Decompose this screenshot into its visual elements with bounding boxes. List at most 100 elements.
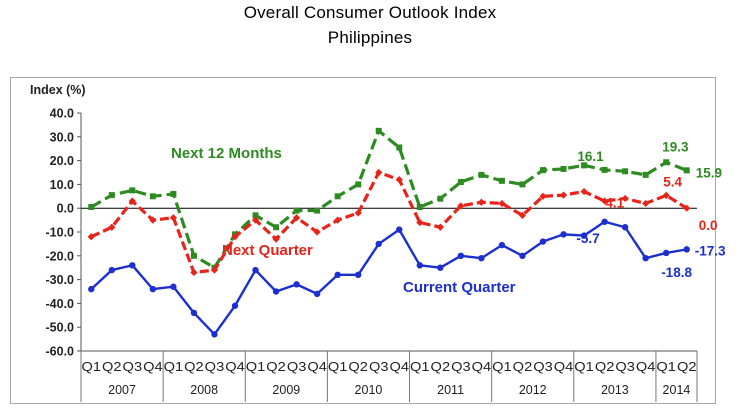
year-label: 2011 bbox=[437, 383, 464, 397]
data-point-current-quarter bbox=[313, 290, 321, 298]
quarter-tick-label: Q2 bbox=[184, 360, 204, 374]
year-label: 2014 bbox=[663, 383, 691, 397]
data-point-next-12-months bbox=[601, 166, 608, 173]
y-tick-label: -20.0 bbox=[46, 249, 75, 263]
data-point-next-quarter bbox=[293, 214, 301, 222]
data-point-current-quarter bbox=[334, 271, 341, 279]
y-tick-label: -50.0 bbox=[46, 321, 75, 335]
data-point-next-12-months bbox=[498, 177, 505, 184]
data-point-current-quarter bbox=[642, 254, 649, 262]
series-name-label: Next Quarter bbox=[222, 242, 313, 259]
data-point-current-quarter bbox=[272, 288, 280, 295]
quarter-tick-label: Q3 bbox=[451, 360, 471, 374]
data-point-current-quarter bbox=[560, 231, 567, 238]
data-point-next-quarter bbox=[128, 197, 136, 205]
data-point-next-quarter bbox=[354, 209, 362, 217]
quarter-tick-label: Q1 bbox=[328, 360, 348, 374]
data-point-current-quarter bbox=[190, 309, 198, 317]
series-name-label: Next 12 Months bbox=[171, 145, 282, 162]
data-point-current-quarter bbox=[293, 281, 300, 288]
quarter-tick-label: Q1 bbox=[82, 360, 102, 374]
quarter-tick-label: Q2 bbox=[431, 360, 451, 374]
y-tick-label: 20.0 bbox=[50, 154, 74, 168]
data-point-next-12-months bbox=[622, 168, 629, 175]
data-point-next-12-months bbox=[252, 212, 259, 219]
y-tick-label: 30.0 bbox=[50, 130, 74, 144]
data-point-current-quarter bbox=[683, 246, 690, 253]
data-point-current-quarter bbox=[375, 240, 382, 248]
year-label: 2012 bbox=[519, 383, 547, 397]
data-point-next-12-months bbox=[396, 144, 403, 151]
data-point-current-quarter bbox=[498, 241, 506, 249]
data-point-next-quarter bbox=[580, 187, 588, 196]
data-point-next-12-months bbox=[314, 207, 321, 214]
data-point-next-quarter bbox=[457, 202, 465, 210]
y-tick-label: -30.0 bbox=[46, 273, 75, 287]
data-point-next-quarter bbox=[108, 223, 116, 231]
quarter-tick-label: Q3 bbox=[533, 360, 553, 374]
data-point-current-quarter bbox=[478, 254, 485, 262]
y-tick-label: 40.0 bbox=[50, 107, 74, 121]
data-point-next-quarter bbox=[251, 216, 260, 224]
data-point-next-quarter bbox=[87, 233, 95, 241]
data-point-current-quarter bbox=[355, 271, 362, 279]
data-label: 0.0 bbox=[699, 218, 718, 233]
data-point-next-quarter bbox=[477, 198, 485, 206]
data-point-next-12-months bbox=[355, 181, 362, 188]
quarter-tick-label: Q4 bbox=[636, 360, 656, 374]
y-axis-label: Index (%) bbox=[30, 83, 86, 97]
data-point-next-12-months bbox=[334, 193, 341, 200]
data-point-current-quarter bbox=[437, 264, 444, 271]
series-name-label: Current Quarter bbox=[403, 279, 516, 296]
quarter-tick-label: Q2 bbox=[348, 360, 368, 374]
data-point-next-12-months bbox=[560, 165, 567, 172]
data-point-current-quarter bbox=[170, 283, 177, 290]
quarter-tick-label: Q1 bbox=[656, 360, 676, 374]
quarter-tick-label: Q3 bbox=[123, 360, 143, 374]
y-tick-label: -60.0 bbox=[46, 345, 75, 359]
data-point-current-quarter bbox=[621, 224, 629, 231]
data-point-next-quarter bbox=[559, 191, 568, 199]
quarter-tick-label: Q4 bbox=[307, 360, 327, 374]
quarter-tick-label: Q1 bbox=[410, 360, 430, 374]
chart-subtitle: Philippines bbox=[327, 28, 413, 47]
quarter-tick-label: Q1 bbox=[492, 360, 512, 374]
data-point-current-quarter bbox=[129, 262, 136, 269]
data-point-next-12-months bbox=[437, 195, 444, 202]
data-point-current-quarter bbox=[211, 331, 218, 338]
data-point-next-quarter bbox=[231, 233, 239, 241]
data-point-next-quarter bbox=[601, 197, 609, 205]
data-point-next-12-months bbox=[293, 207, 300, 214]
data-point-next-12-months bbox=[478, 171, 485, 178]
data-point-next-quarter bbox=[642, 199, 650, 208]
data-point-next-quarter bbox=[272, 235, 280, 243]
quarter-tick-label: Q3 bbox=[615, 360, 635, 374]
series-line-current-quarter bbox=[90, 220, 687, 336]
data-point-next-quarter bbox=[190, 268, 198, 277]
quarter-tick-label: Q2 bbox=[677, 360, 697, 374]
data-point-next-quarter bbox=[334, 216, 342, 224]
data-label: 15.9 bbox=[696, 165, 722, 180]
year-label: 2009 bbox=[272, 383, 300, 397]
data-point-current-quarter bbox=[580, 232, 588, 239]
data-label: 4.1 bbox=[605, 195, 624, 210]
data-label: -17.3 bbox=[695, 243, 726, 258]
data-point-next-12-months bbox=[108, 192, 115, 199]
quarter-tick-label: Q4 bbox=[554, 360, 574, 374]
data-point-next-12-months bbox=[129, 187, 136, 194]
chart-frame bbox=[10, 77, 716, 404]
data-point-next-12-months bbox=[457, 179, 464, 186]
quarter-tick-label: Q4 bbox=[390, 360, 410, 374]
quarter-tick-label: Q4 bbox=[225, 360, 245, 374]
data-point-current-quarter bbox=[457, 252, 465, 259]
quarter-tick-label: Q3 bbox=[287, 360, 307, 374]
quarter-tick-label: Q3 bbox=[205, 360, 225, 374]
data-point-next-quarter bbox=[313, 228, 321, 236]
quarter-tick-label: Q1 bbox=[574, 360, 594, 374]
quarter-tick-label: Q2 bbox=[266, 360, 286, 374]
quarter-tick-label: Q2 bbox=[513, 360, 533, 374]
quarter-tick-label: Q3 bbox=[369, 360, 389, 374]
data-point-current-quarter bbox=[601, 218, 608, 225]
data-point-next-quarter bbox=[539, 192, 547, 200]
